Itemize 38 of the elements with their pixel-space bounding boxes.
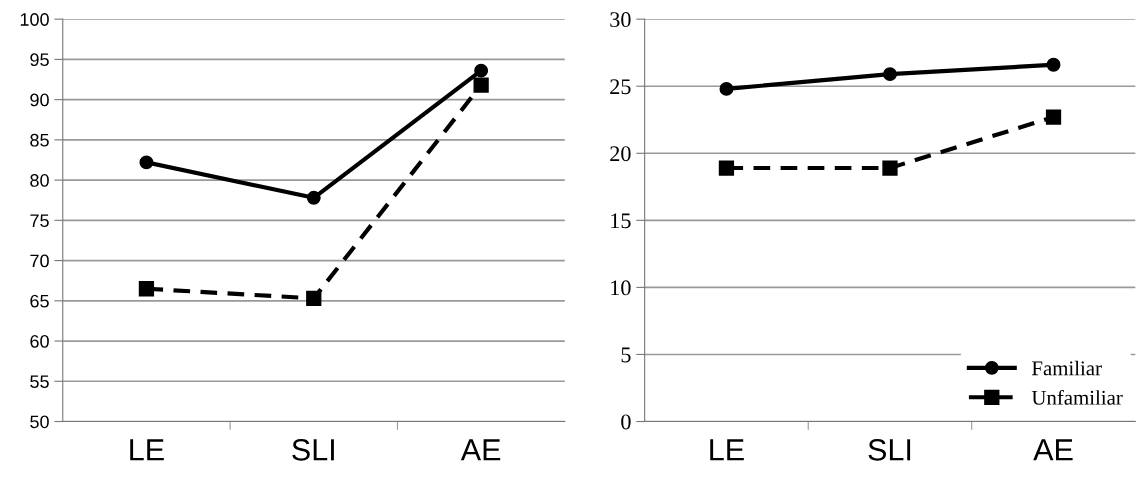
y-tick-label: 60	[30, 334, 49, 348]
point	[139, 155, 154, 170]
point	[306, 290, 322, 307]
y-tick-label: 25	[610, 79, 631, 95]
point	[719, 81, 734, 96]
y-tick-label: 95	[30, 53, 49, 67]
y-tick-label: 10	[611, 280, 631, 296]
y-tick-label: 5	[621, 347, 631, 363]
y-tick-label: 100	[20, 13, 49, 26]
point	[883, 67, 897, 82]
y-tick-label: 30	[610, 12, 631, 28]
point	[473, 77, 489, 93]
point	[306, 190, 321, 205]
legend-label: Unfamiliar	[1031, 389, 1123, 405]
y-tick-label: 20	[610, 146, 631, 162]
x-tick-label: LE	[710, 439, 744, 461]
point	[882, 160, 898, 176]
point	[474, 63, 489, 78]
y-tick-label: 65	[30, 294, 49, 308]
x-tick-label: AE	[460, 439, 501, 461]
x-tick-label: LE	[130, 439, 164, 461]
point	[718, 160, 735, 176]
point	[1046, 57, 1061, 72]
y-tick-label: 50	[30, 415, 49, 429]
y-tick-label: 0	[621, 414, 631, 430]
y-tick-label: 75	[30, 214, 49, 228]
y-tick-label: 55	[30, 375, 49, 388]
y-tick-label: 80	[30, 174, 49, 187]
x-tick-label: AE	[1033, 439, 1073, 461]
point	[138, 281, 155, 297]
y-tick-label: 85	[30, 133, 49, 147]
y-tick-label: 70	[30, 254, 49, 268]
legend-label: Familiar	[1031, 360, 1102, 376]
point	[1045, 109, 1062, 125]
y-tick-label: 15	[611, 213, 631, 229]
y-tick-label: 90	[30, 93, 49, 107]
x-tick-label: SLI	[868, 438, 911, 461]
x-tick-label: SLI	[292, 438, 334, 461]
